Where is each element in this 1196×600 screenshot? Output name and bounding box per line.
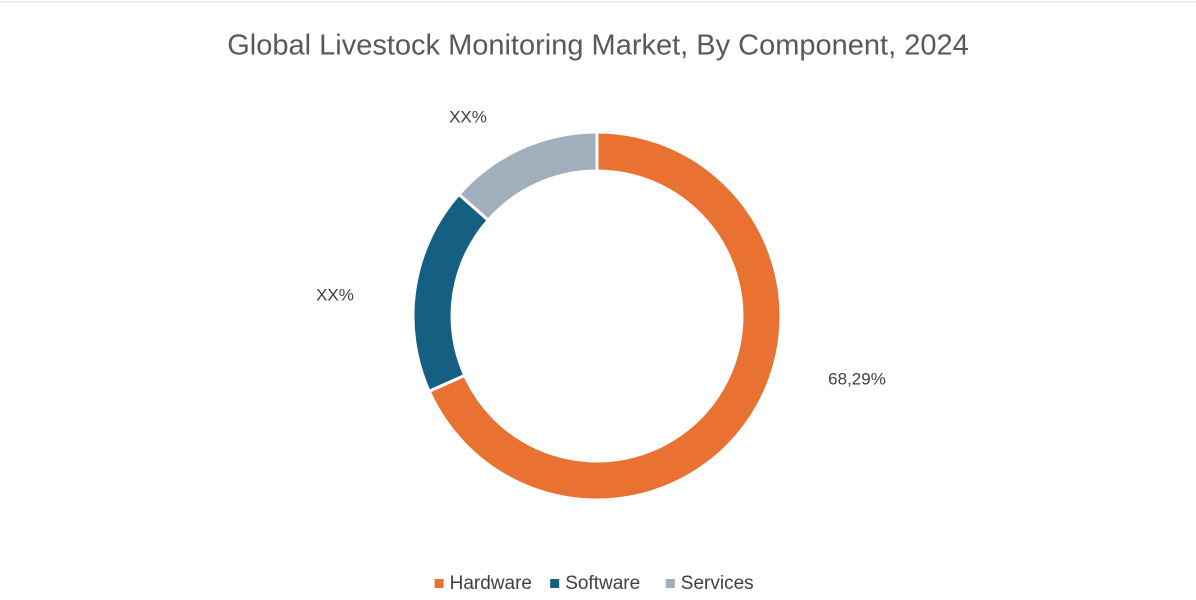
legend-swatch (434, 579, 444, 588)
donut-slice (427, 130, 783, 502)
legend-label: Hardware (450, 573, 532, 594)
data-label: XX% (449, 107, 487, 126)
legend-swatch (550, 579, 560, 588)
legend-label: Services (681, 573, 754, 594)
data-label: 68,29% (828, 369, 886, 388)
donut-slice (456, 130, 599, 223)
legend-label: Software (565, 573, 640, 594)
data-label: XX% (316, 285, 354, 304)
chart-title: Global Livestock Monitoring Market, By C… (227, 30, 968, 62)
legend-swatch (665, 579, 675, 588)
